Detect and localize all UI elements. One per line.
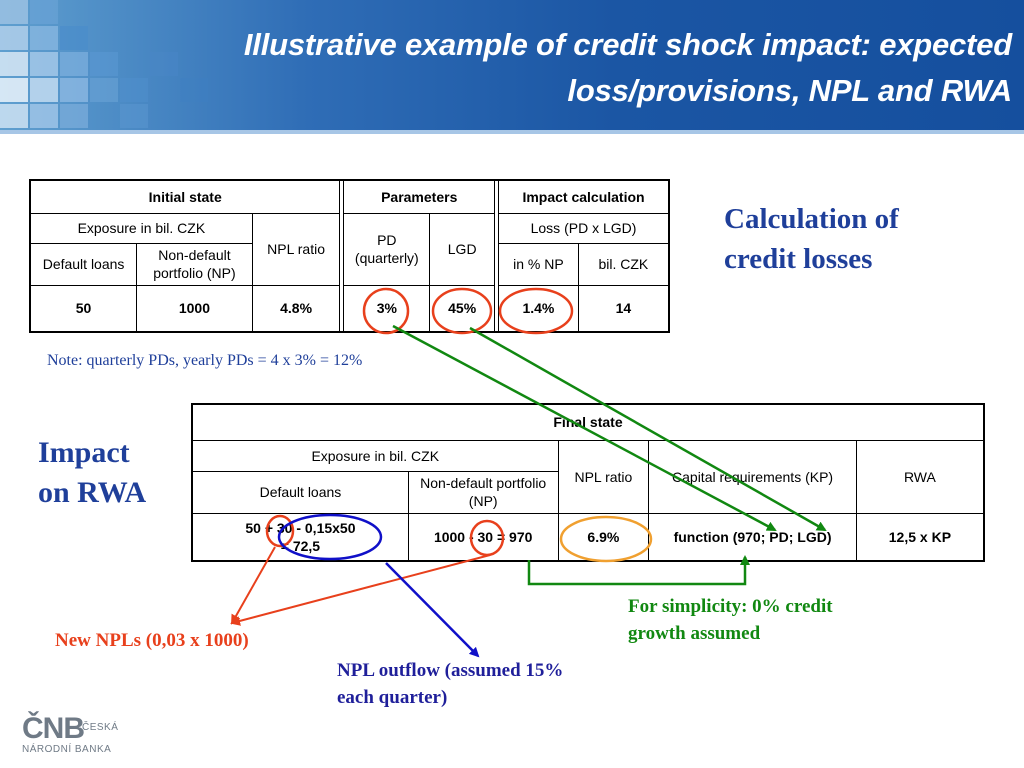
header-in-pct-np: in % NP (498, 242, 579, 286)
value-non-default-final: 1000 - 30 = 970 (407, 512, 559, 562)
default-formula-line-2: = 72,5 (280, 537, 321, 554)
value-capital-requirements: function (970; PD; LGD) (648, 512, 857, 562)
header-default-loans: Default loans (29, 242, 138, 286)
value-npl-ratio-final: 6.9% (557, 512, 650, 562)
header-non-default-final: Non-default portfolio (NP) (407, 470, 559, 514)
header-exposure: Exposure in bil. CZK (29, 212, 253, 244)
title-line-2: loss/provisions, NPL and RWA (567, 73, 1012, 108)
header-capital-requirements: Capital requirements (KP) (648, 439, 857, 514)
title-bar: Illustrative example of credit shock imp… (0, 0, 1024, 132)
initial-state-table: Initial state Parameters Impact calculat… (29, 179, 670, 333)
header-lgd: LGD (429, 212, 496, 286)
final-state-table: Final state Exposure in bil. CZK NPL rat… (191, 403, 985, 562)
header-parameters: Parameters (343, 179, 496, 214)
pd-note: Note: quarterly PDs, yearly PDs = 4 x 3%… (47, 352, 363, 369)
arrow-outflow (385, 562, 480, 658)
value-loss-bil: 14 (577, 284, 670, 333)
header-non-default: Non-default portfolio (NP) (136, 242, 253, 286)
header-pd: PD (quarterly) (343, 212, 431, 286)
logo-mark: ČNB (22, 712, 85, 745)
outflow-note-line-1: NPL outflow (assumed 15% (337, 660, 564, 681)
header-bil-czk: bil. CZK (577, 242, 670, 286)
header-divider (0, 130, 1024, 134)
header-npl-ratio-final: NPL ratio (557, 439, 650, 514)
calculation-label-line-1: Calculation of (724, 203, 899, 235)
value-rwa: 12,5 x KP (855, 512, 985, 562)
cnb-logo: ČNB ČESKÁ NÁRODNÍ BANKA (22, 712, 142, 758)
value-pd: 3% (343, 284, 431, 333)
header-mosaic (0, 0, 300, 132)
impact-label-line-2: on RWA (38, 476, 147, 509)
new-npl-note: New NPLs (0,03 x 1000) (55, 630, 249, 651)
header-exposure-final: Exposure in bil. CZK (191, 439, 559, 472)
header-loss: Loss (PD x LGD) (498, 212, 670, 244)
simplicity-note: For simplicity: 0% credit growth assumed (628, 593, 833, 647)
header-initial-state: Initial state (29, 179, 341, 214)
simplicity-note-line-2: growth assumed (628, 623, 761, 644)
value-lgd: 45% (429, 284, 496, 333)
value-non-default: 1000 (136, 284, 253, 333)
logo-text-line-1: ČESKÁ (82, 722, 119, 733)
outflow-note: NPL outflow (assumed 15% each quarter) (337, 657, 563, 711)
header-default-loans-final: Default loans (191, 470, 409, 514)
outflow-note-line-2: each quarter) (337, 687, 448, 708)
logo-text-line-2: NÁRODNÍ BANKA (22, 744, 112, 755)
header-impact-calculation: Impact calculation (498, 179, 670, 214)
impact-label: Impact on RWA (38, 433, 146, 513)
value-default-loans: 50 (29, 284, 138, 333)
slide-title: Illustrative example of credit shock imp… (192, 22, 1012, 114)
header-final-state: Final state (191, 403, 985, 441)
value-loss-pct: 1.4% (498, 284, 579, 333)
simplicity-note-line-1: For simplicity: 0% credit (628, 596, 833, 617)
title-line-1: Illustrative example of credit shock imp… (243, 27, 1012, 62)
impact-label-line-1: Impact (38, 436, 130, 469)
calculation-label-line-2: credit losses (724, 243, 873, 275)
value-npl-ratio: 4.8% (251, 284, 341, 333)
value-default-loans-final: 50 + 30 - 0,15x50 = 72,5 (191, 512, 409, 562)
arrow-new-npl-2 (230, 554, 491, 626)
calculation-label: Calculation of credit losses (724, 199, 899, 279)
default-formula-line-1: 50 + 30 - 0,15x50 (245, 519, 356, 536)
header-npl-ratio: NPL ratio (251, 212, 341, 286)
header-rwa: RWA (855, 439, 985, 514)
